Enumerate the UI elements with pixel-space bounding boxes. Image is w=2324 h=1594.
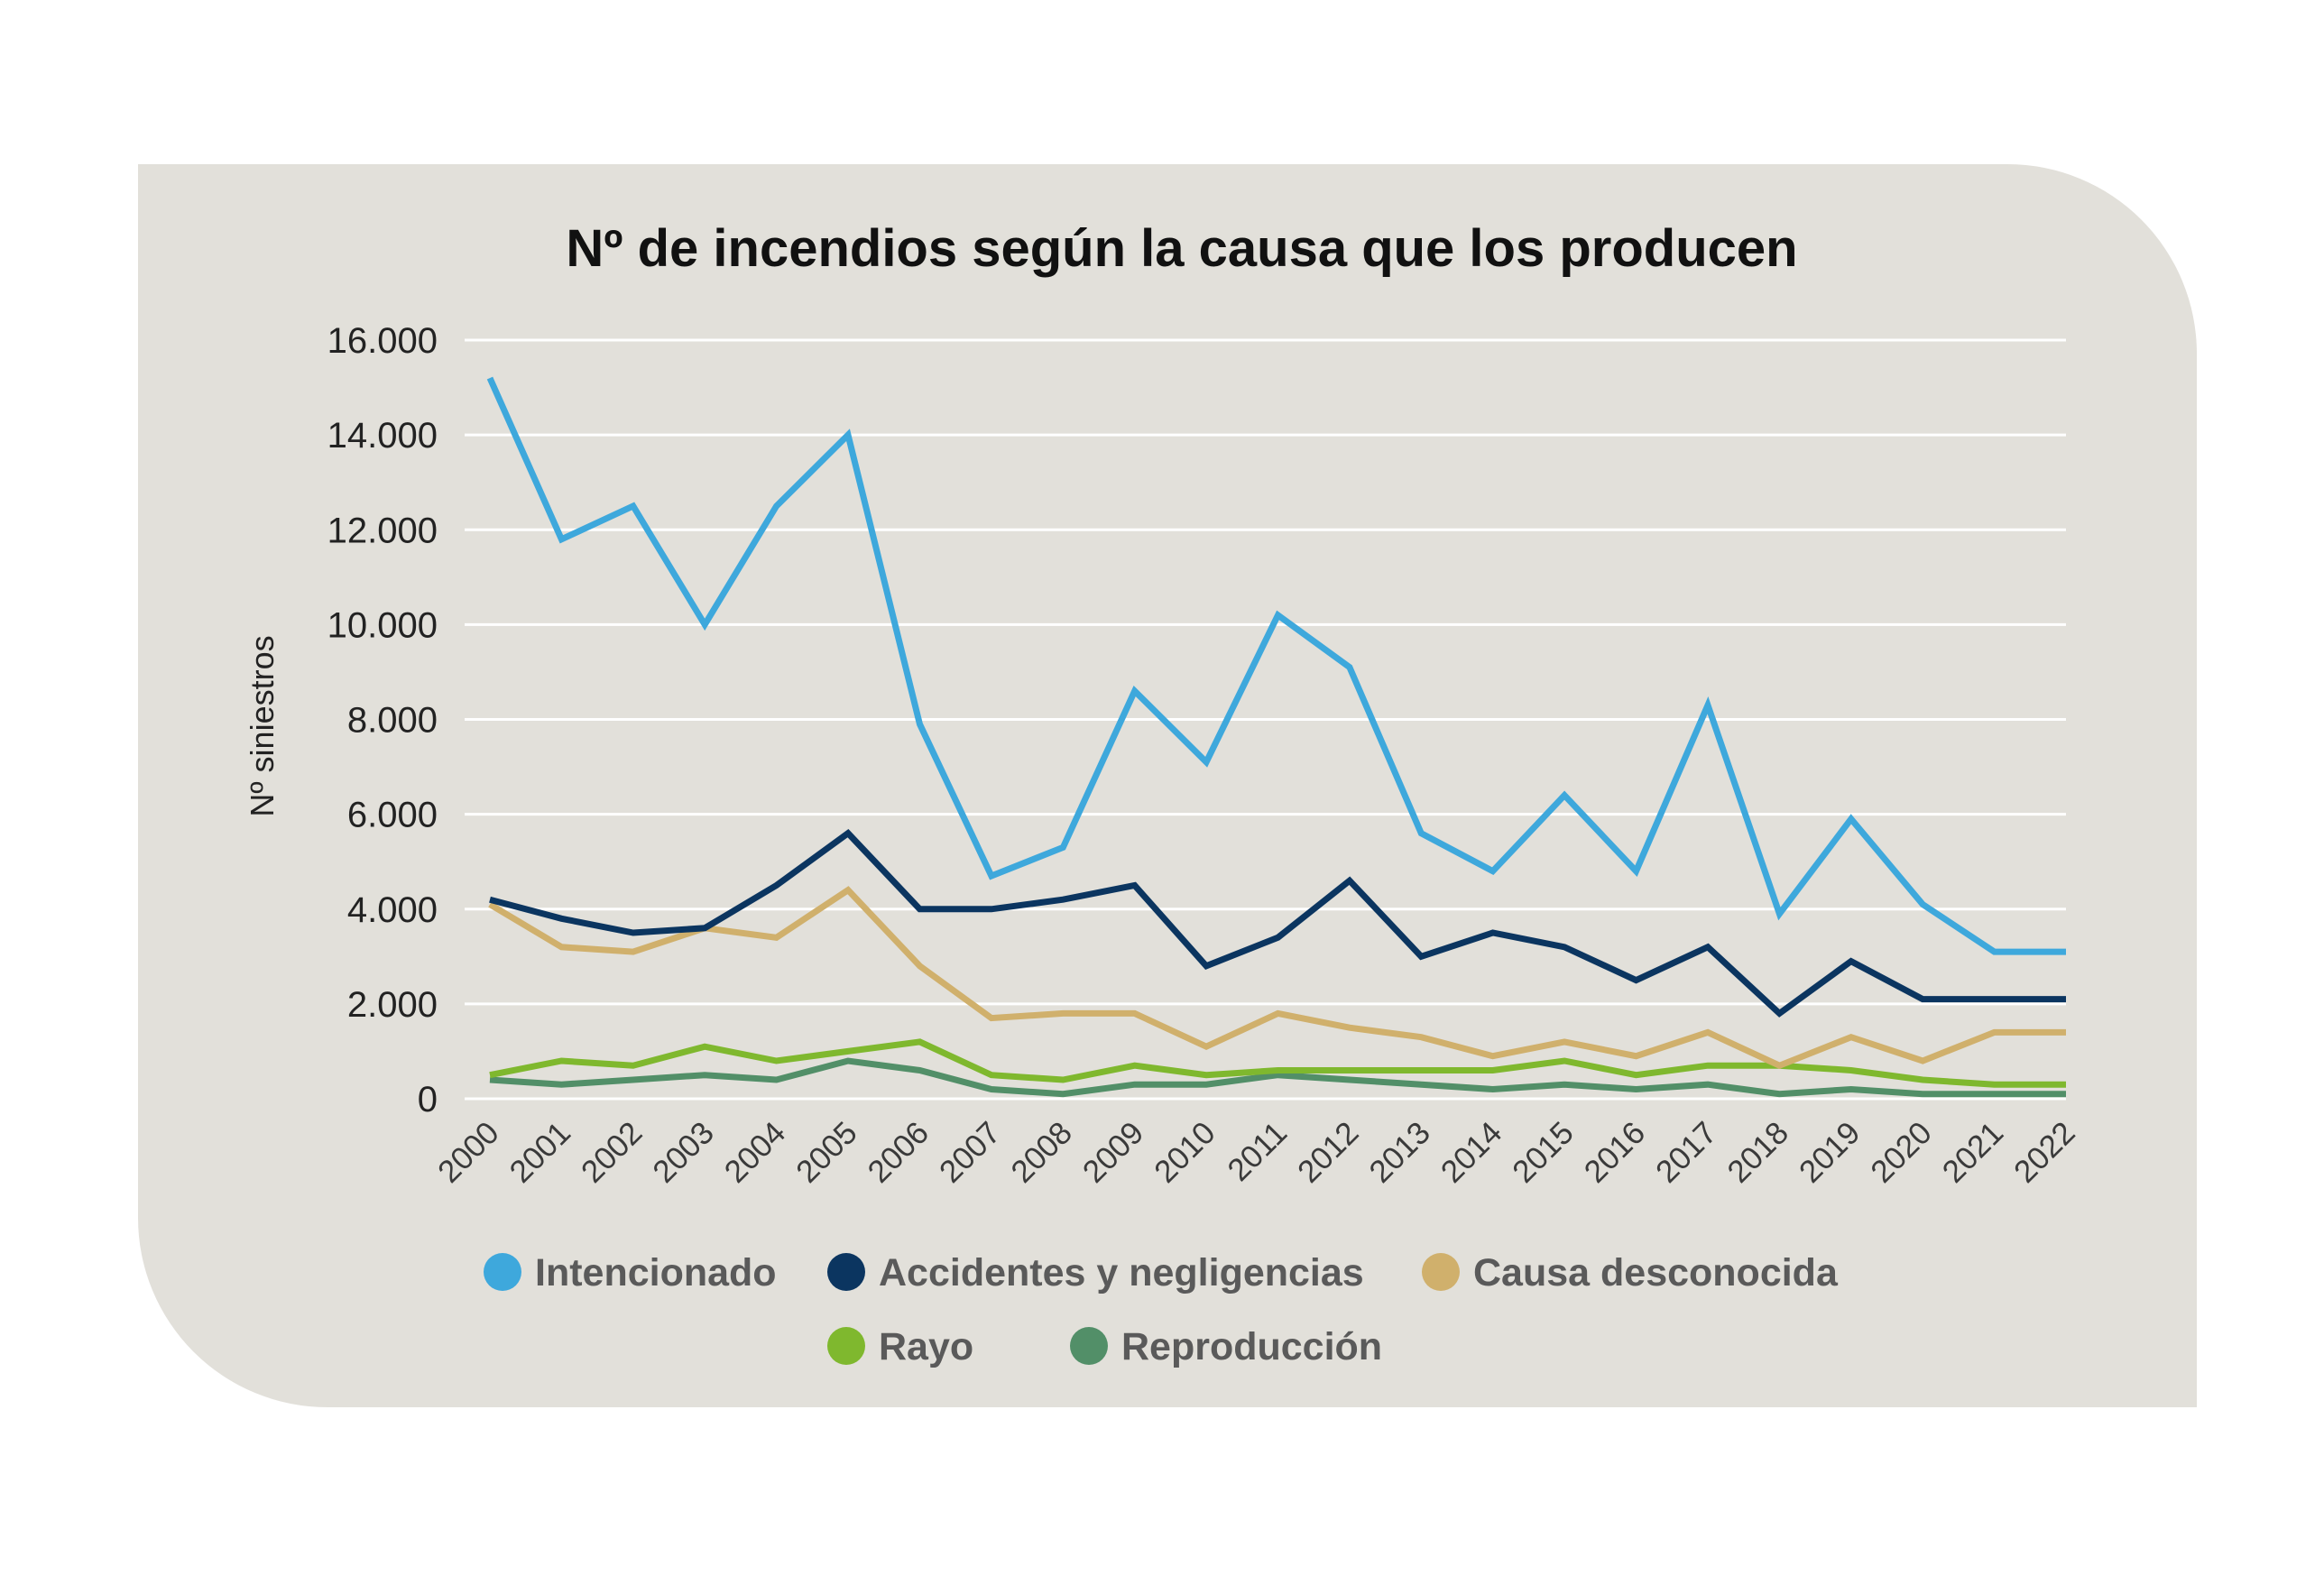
x-tick-label: 2011 bbox=[1221, 1115, 1294, 1188]
legend-label: Causa desconocida bbox=[1473, 1251, 1839, 1295]
series-line bbox=[489, 829, 2066, 1018]
legend-label: Reproducción bbox=[1121, 1325, 1382, 1368]
x-tick-label: 2004 bbox=[718, 1115, 793, 1190]
x-tick-label: 2010 bbox=[1148, 1115, 1222, 1190]
y-tick-label: 4.000 bbox=[347, 890, 438, 930]
x-tick-label: 2002 bbox=[575, 1115, 650, 1190]
series-lines bbox=[486, 376, 2066, 1098]
series-line bbox=[489, 1057, 2066, 1098]
series-line bbox=[489, 1038, 2066, 1088]
legend: Intencionado Accidentes y negligencias Cau… bbox=[484, 1251, 1839, 1368]
x-tick-label: 2018 bbox=[1720, 1115, 1795, 1190]
x-tick-label: 2014 bbox=[1434, 1115, 1509, 1190]
y-tick-label: 10.000 bbox=[327, 605, 438, 645]
x-tick-label: 2013 bbox=[1362, 1115, 1437, 1190]
y-tick-label: 8.000 bbox=[347, 701, 438, 741]
y-tick-label: 6.000 bbox=[347, 796, 438, 835]
x-tick-label: 2019 bbox=[1793, 1115, 1868, 1190]
legend-label: Accidentes y negligencias bbox=[879, 1251, 1364, 1295]
y-tick-label: 0 bbox=[418, 1080, 438, 1119]
y-tick-label: 12.000 bbox=[327, 511, 438, 550]
y-tick-label: 16.000 bbox=[327, 321, 438, 361]
x-tick-label: 2000 bbox=[431, 1115, 506, 1190]
y-axis-label: Nº siniestros bbox=[244, 635, 281, 816]
legend-marker bbox=[484, 1253, 521, 1291]
y-tick-label: 2.000 bbox=[347, 985, 438, 1025]
x-tick-label: 2008 bbox=[1004, 1115, 1079, 1190]
x-axis-ticks: 2000200120022003200420052006200720082009… bbox=[431, 1115, 2082, 1190]
x-tick-label: 2015 bbox=[1506, 1115, 1581, 1190]
legend-label: Intencionado bbox=[535, 1251, 777, 1295]
legend-marker bbox=[827, 1253, 865, 1291]
series-line bbox=[486, 376, 2066, 955]
legend-marker bbox=[1070, 1327, 1108, 1365]
x-tick-label: 2007 bbox=[933, 1115, 1008, 1190]
legend-marker bbox=[827, 1327, 865, 1365]
series-line bbox=[488, 886, 2066, 1070]
x-tick-label: 2012 bbox=[1291, 1115, 1366, 1190]
gridlines bbox=[465, 338, 2066, 1101]
x-tick-label: 2016 bbox=[1578, 1115, 1653, 1190]
y-axis-ticks: 0 2.000 4.000 6.000 8.000 10.000 12.000 14.000 1… bbox=[327, 321, 438, 1119]
chart-card bbox=[138, 164, 2197, 1407]
x-tick-label: 2021 bbox=[1936, 1115, 2011, 1190]
x-tick-label: 2017 bbox=[1649, 1115, 1724, 1190]
x-tick-label: 2009 bbox=[1076, 1115, 1151, 1190]
y-tick-label: 14.000 bbox=[327, 416, 438, 456]
x-tick-label: 2020 bbox=[1864, 1115, 1939, 1190]
x-tick-label: 2006 bbox=[861, 1115, 936, 1190]
x-tick-label: 2005 bbox=[789, 1115, 864, 1190]
x-tick-label: 2001 bbox=[503, 1115, 577, 1190]
legend-label: Rayo bbox=[879, 1325, 973, 1368]
legend-marker bbox=[1422, 1253, 1460, 1291]
x-tick-label: 2022 bbox=[2007, 1115, 2082, 1190]
x-tick-label: 2003 bbox=[646, 1115, 721, 1190]
chart-title: Nº de incendios según la causa que los p… bbox=[566, 219, 1797, 278]
